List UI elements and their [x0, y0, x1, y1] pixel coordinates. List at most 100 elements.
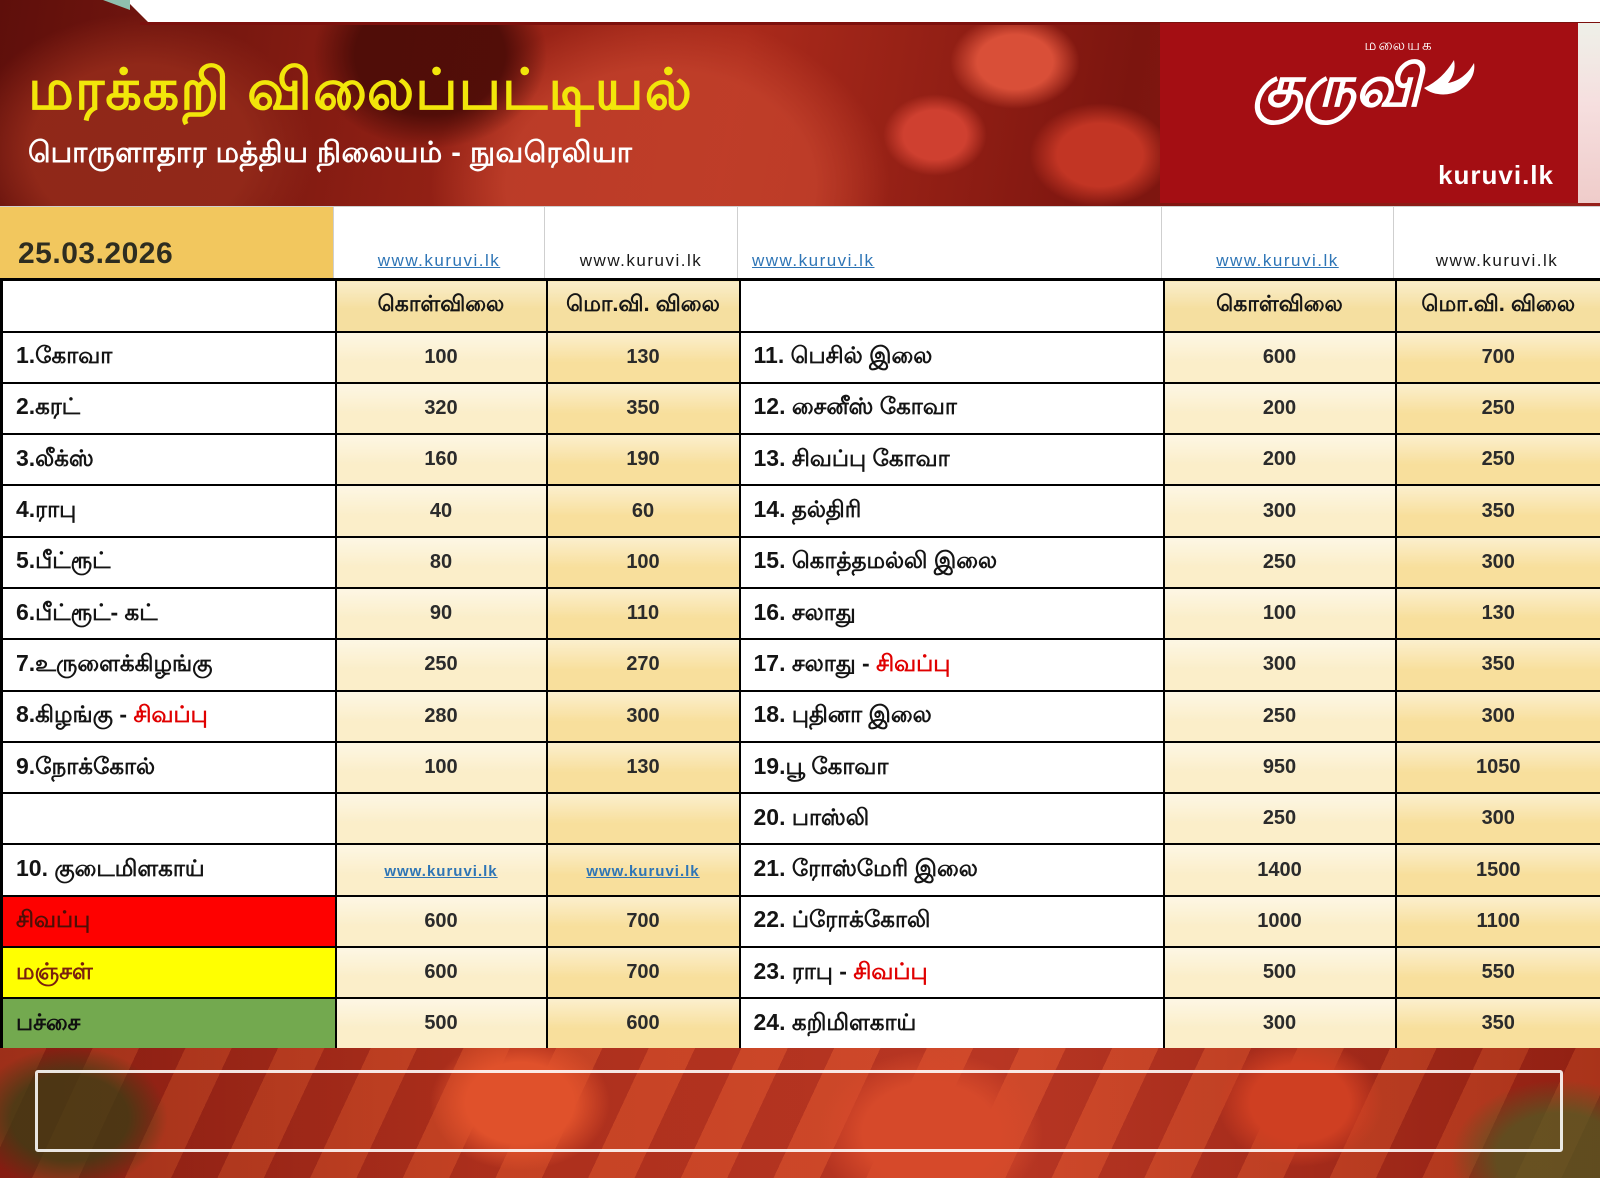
item-name-cell: 8.கிழங்கு - சிவப்பு	[0, 689, 337, 743]
wholesale-price-cell: 700	[545, 894, 741, 949]
buy-price-cell: 100	[334, 740, 548, 795]
item-name: 24. கறிமிளகாய்	[753, 1008, 917, 1035]
header-buy-left: கொள்விலை	[334, 278, 548, 333]
buy-price: 950	[1262, 756, 1297, 779]
wholesale-price-cell: 130	[545, 330, 741, 384]
kuruvi-link[interactable]: www.kuruvi.lk	[752, 251, 875, 270]
kuruvi-link[interactable]: www.kuruvi.lk	[377, 251, 501, 270]
item-name: 2.கரட்	[16, 393, 81, 420]
wholesale-price: 190	[626, 448, 660, 471]
buy-price: 200	[1262, 448, 1297, 471]
buy-price: 90	[429, 602, 453, 625]
wholesale-price: 700	[1481, 345, 1515, 368]
buy-price-cell: 250	[334, 638, 548, 692]
item-name: 23. ராபு -	[753, 957, 854, 984]
item-name: 15. கொத்தமல்லி இலை	[753, 547, 998, 574]
kuruvi-link[interactable]: www.kuruvi.lk	[384, 862, 498, 880]
buy-price-cell: 300	[1162, 484, 1397, 538]
item-name-red-part: சிவப்பு	[133, 701, 208, 728]
item-name: 9.நோக்கோல்	[16, 752, 156, 779]
buy-price: 280	[424, 704, 458, 727]
date-row-cell: www.kuruvi.lk	[334, 206, 545, 278]
item-name: 19.பூ கோவா	[753, 752, 889, 779]
table-row: சிவப்பு 600 700 22. ப்ரோக்கோலி 1000 1100	[0, 894, 1600, 949]
item-name: 13. சிவப்பு கோவா	[753, 444, 950, 471]
item-name: 22. ப்ரோக்கோலி	[753, 906, 931, 933]
buy-price-cell: 600	[334, 946, 548, 1000]
wholesale-price-cell: 550	[1394, 946, 1600, 1000]
wholesale-price-cell: 350	[1394, 638, 1600, 692]
wholesale-price: 130	[1481, 602, 1515, 625]
wholesale-price: 250	[1481, 448, 1515, 471]
table-row: மஞ்சள் 600 700 23. ராபு - சிவப்பு 500 550	[0, 946, 1600, 1000]
buy-price-cell: 500	[1162, 946, 1397, 1000]
item-name-cell: 10. குடைமிளகாய்	[0, 843, 337, 897]
wholesale-price-cell: 250	[1394, 433, 1600, 487]
wholesale-price: 300	[1481, 550, 1515, 573]
item-name-cell: 9.நோக்கோல்	[0, 740, 337, 795]
table-row: 3.லீக்ஸ் 160 190 13. சிவப்பு கோவா 200 250	[0, 433, 1600, 487]
table-row: 20. பாஸ்லி 250 300	[0, 792, 1600, 846]
kuruvi-link[interactable]: www.kuruvi.lk	[1216, 251, 1339, 270]
buy-price-cell: 1400	[1162, 843, 1397, 897]
buy-price-cell: www.kuruvi.lk	[334, 843, 548, 897]
buy-price-cell: 200	[1162, 381, 1397, 436]
wholesale-price-cell: 1050	[1394, 740, 1600, 795]
buy-price: 80	[429, 550, 453, 573]
wholesale-price: 270	[626, 653, 660, 676]
buy-price-cell: 950	[1162, 740, 1397, 795]
wholesale-price: 550	[1481, 961, 1515, 984]
date-row-cell: www.kuruvi.lk	[1162, 206, 1394, 278]
item-name: 14. தல்திரி	[753, 496, 862, 523]
wholesale-price: 100	[626, 550, 660, 573]
photo-frame	[35, 1070, 1563, 1152]
kuruvi-url-text: www.kuruvi.lk	[1435, 251, 1559, 270]
item-name: 16. சலாது	[753, 598, 856, 625]
buy-price: 1000	[1257, 909, 1302, 932]
item-name-red-part: சிவப்பு	[876, 649, 951, 676]
wholesale-price: 300	[1481, 807, 1515, 830]
title-block: மரக்கறி விலைப்பட்டியல் பொருளாதார மத்திய …	[28, 62, 693, 173]
buy-price-cell: 250	[1162, 792, 1397, 846]
logo-tagline: மலையக	[1364, 37, 1434, 54]
logo-site-text: kuruvi.lk	[1438, 160, 1554, 190]
item-name-cell: பச்சை	[0, 997, 337, 1051]
wholesale-price-cell: 300	[1394, 689, 1600, 743]
buy-price-cell: 600	[1162, 330, 1397, 384]
kuruvi-link[interactable]: www.kuruvi.lk	[586, 862, 700, 880]
item-name: 7.உருளைக்கிழங்கு	[16, 649, 213, 676]
top-white-band	[126, 0, 1600, 22]
buy-price: 300	[1262, 1012, 1297, 1035]
item-name-cell: 22. ப்ரோக்கோலி	[738, 894, 1165, 949]
buy-price-cell: 280	[334, 689, 548, 743]
buy-price: 600	[1262, 345, 1297, 368]
buy-price-cell: 300	[1162, 638, 1397, 692]
wholesale-price-cell: 700	[545, 946, 741, 1000]
buy-price: 200	[1262, 396, 1297, 419]
header-row: கொள்விலை மொ.வி. விலை கொள்விலை மொ.வி. வில…	[0, 278, 1600, 333]
wholesale-price: 60	[631, 499, 655, 522]
wholesale-price: 1100	[1476, 909, 1520, 932]
logo-wordmark-row: குருவி	[1252, 58, 1486, 116]
buy-price: 1400	[1257, 858, 1302, 881]
wholesale-price-cell: www.kuruvi.lk	[545, 843, 741, 897]
wholesale-price: 130	[626, 345, 660, 368]
item-name: 6.பீட்ரூட்- கட்	[16, 598, 158, 625]
item-name: பச்சை	[16, 1008, 81, 1035]
buy-price-cell: 90	[334, 586, 548, 641]
wholesale-price-cell: 350	[1394, 997, 1600, 1051]
table-row: 1.கோவா 100 130 11. பெசில் இலை 600 700	[0, 330, 1600, 384]
buy-price: 100	[424, 345, 458, 368]
item-name: சிவப்பு	[16, 906, 91, 933]
item-name: 10. குடைமிளகாய்	[16, 855, 205, 882]
wholesale-price-cell: 190	[545, 433, 741, 487]
wholesale-price: 300	[626, 704, 660, 727]
banner: மரக்கறி விலைப்பட்டியல் பொருளாதார மத்திய …	[0, 0, 1600, 206]
price-table: கொள்விலை மொ.வி. விலை கொள்விலை மொ.வி. வில…	[0, 278, 1600, 1052]
table-row: 10. குடைமிளகாய் www.kuruvi.lk www.kuruvi.l…	[0, 843, 1600, 897]
item-name: 18. புதினா இலை	[753, 701, 932, 728]
item-name-cell: 12. சைனீஸ் கோவா	[738, 381, 1165, 436]
item-name: 4.ராபு	[16, 496, 77, 523]
item-name-cell: 24. கறிமிளகாய்	[738, 997, 1165, 1051]
wholesale-price: 350	[1481, 653, 1515, 676]
